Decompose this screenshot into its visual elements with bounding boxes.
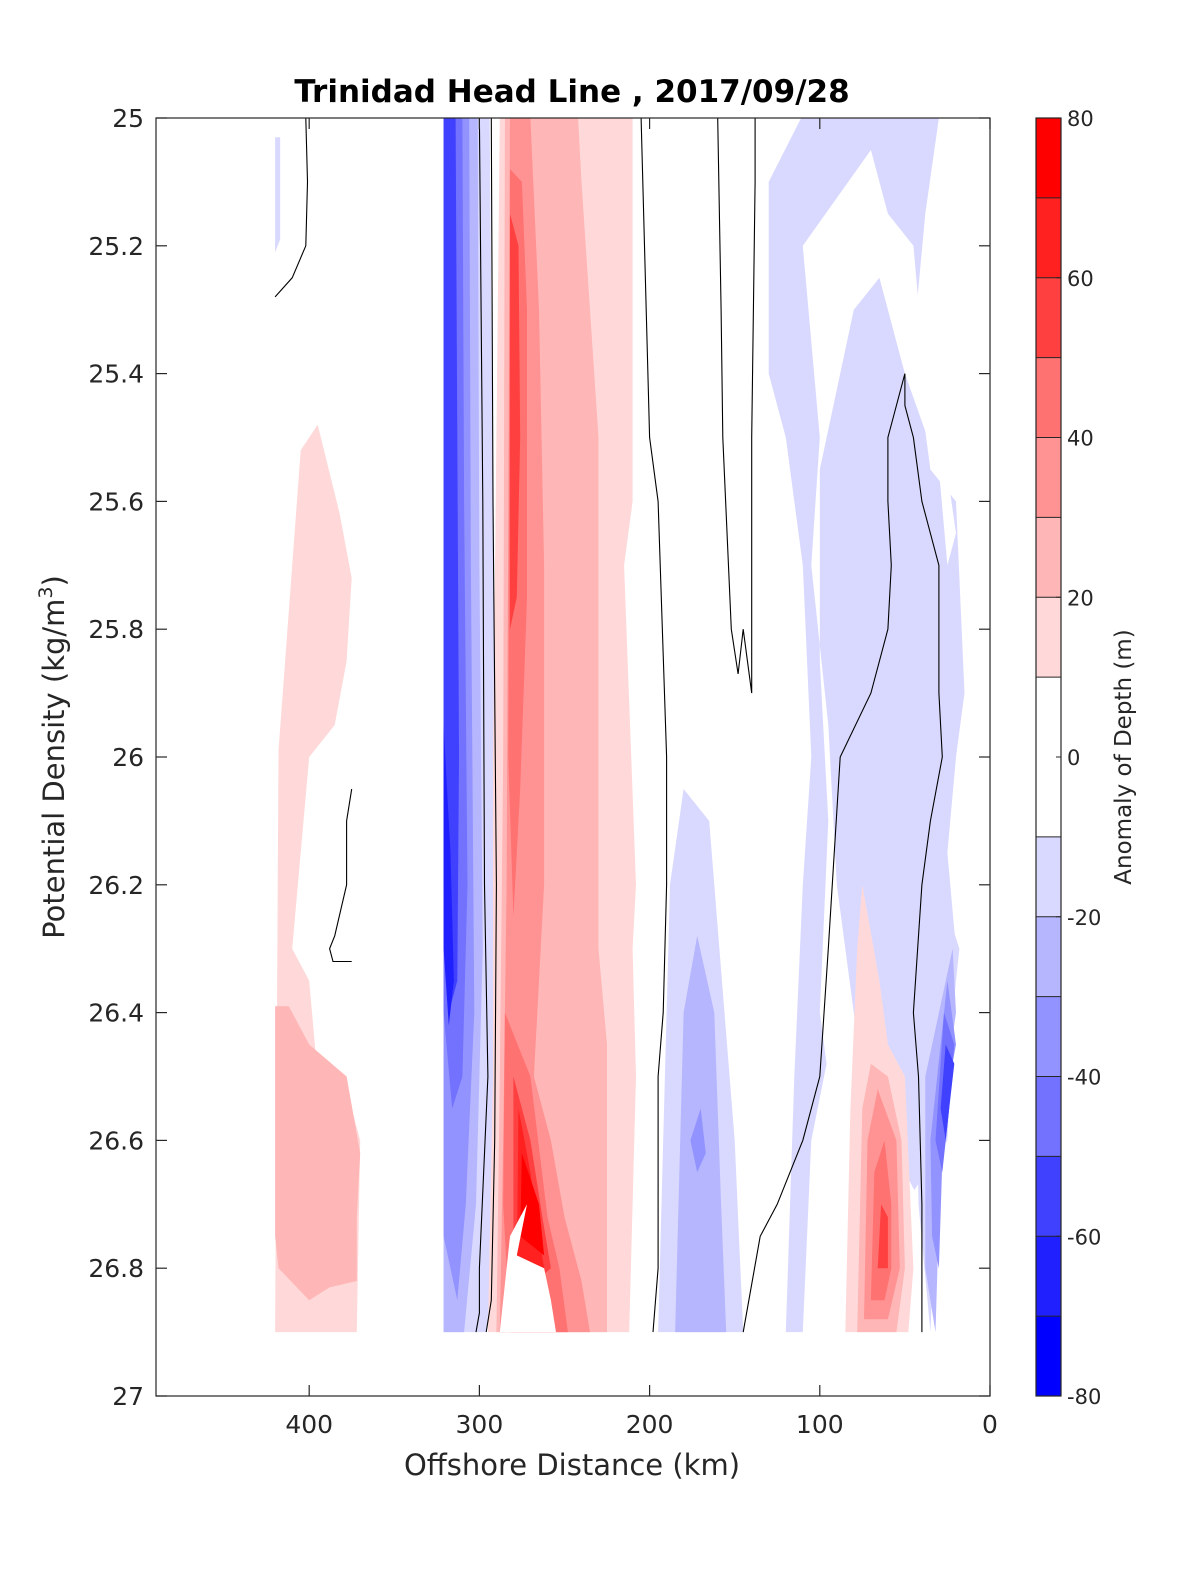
x-tick-label: 0 (982, 1410, 998, 1439)
contour-region-23 (802, 150, 956, 1333)
filled-contour-regions (275, 118, 965, 1333)
colorbar-band (1036, 357, 1061, 438)
contour-region-1 (275, 1006, 361, 1301)
y-tick-label: 26.8 (88, 1254, 144, 1283)
contour-region-2 (275, 137, 281, 253)
colorbar-band (1036, 197, 1061, 278)
contour-line-3 (485, 117, 497, 1333)
colorbar-tick-label: 20 (1067, 586, 1094, 610)
x-tick-label: 100 (796, 1410, 844, 1439)
x-tick-label: 300 (456, 1410, 504, 1439)
colorbar-band (1036, 996, 1061, 1077)
colorbar-tick-label: 80 (1067, 107, 1094, 131)
y-tick-label: 26.6 (88, 1126, 144, 1155)
y-tick-label: 25 (112, 104, 144, 133)
colorbar-band (1036, 118, 1061, 198)
y-tick-label: 25.2 (88, 232, 144, 261)
contour-region-14 (510, 213, 521, 630)
y-tick-label: 26.2 (88, 871, 144, 900)
colorbar-tick-label: -40 (1067, 1066, 1101, 1090)
zero-contour-lines (274, 117, 943, 1333)
colorbar-band (1036, 1316, 1061, 1396)
colorbar-tick-label: 40 (1067, 427, 1094, 451)
colorbar-frame (1035, 117, 1062, 1397)
y-tick-label: 25.8 (88, 615, 144, 644)
colorbar-band (1036, 1156, 1061, 1237)
contour-line-5 (717, 117, 756, 694)
colorbar-tick-label: -20 (1067, 906, 1101, 930)
colorbar-tick-label: -80 (1067, 1385, 1101, 1409)
contour-region-17 (520, 1153, 545, 1256)
contour-line-4 (640, 117, 668, 1333)
y-tick-label: 25.6 (88, 487, 144, 516)
colorbar-ticks: 80 60 40 20 0 -20 -40 -60 -80 (1036, 107, 1101, 1409)
colorbar-tick-label: 0 (1067, 746, 1080, 770)
colorbar-tick-label: -60 (1067, 1225, 1101, 1249)
contour-region-33 (877, 1204, 888, 1269)
plot-frame (155, 117, 991, 1397)
colorbar-band (1036, 916, 1061, 997)
colorbar: 80 60 40 20 0 -20 -40 -60 -80 (1035, 107, 1101, 1409)
colorbar-band (1036, 836, 1061, 917)
y-tick-label: 25.4 (88, 360, 144, 389)
contour-line-1 (329, 788, 353, 963)
colorbar-bands (1036, 118, 1061, 1396)
y-tick-label: 27 (112, 1382, 144, 1411)
colorbar-band (1036, 437, 1061, 518)
contour-region-7 (443, 118, 459, 1013)
colorbar-band (1036, 1076, 1061, 1157)
colorbar-band (1036, 1236, 1061, 1317)
y-axis-label-superscript: 3 (35, 586, 57, 598)
colorbar-label: Anomaly of Depth (m) (1111, 629, 1137, 884)
contour-line-6 (742, 373, 943, 1333)
contour-region-8 (443, 725, 454, 1026)
y-tick-labels: 25 25.2 25.4 25.6 25.8 26 26.2 26.4 26.6 26.8 27 (88, 104, 144, 1411)
plot-area (155, 117, 991, 1397)
x-tick-labels: 400 300 200 100 0 (285, 1410, 998, 1439)
colorbar-band (1036, 277, 1061, 358)
y-tick-label: 26.4 (88, 999, 144, 1028)
colorbar-band (1036, 517, 1061, 598)
contour-region-28 (940, 1044, 955, 1141)
chart-title: Trinidad Head Line , 2017/09/28 (294, 74, 849, 110)
x-tick-label: 200 (626, 1410, 674, 1439)
contour-line-0 (274, 117, 309, 298)
contour-region-21 (690, 1108, 706, 1173)
contour-region-18 (499, 1204, 556, 1333)
x-axis-label: Offshore Distance (km) (404, 1448, 740, 1482)
y-axis-label: Potential Density (kg/m3) (35, 575, 71, 939)
contour-line-2 (475, 117, 489, 1333)
y-axis-label-close: ) (37, 575, 71, 586)
colorbar-band (1036, 597, 1061, 678)
y-axis-label-main: Potential Density (kg/m (37, 599, 71, 939)
x-tick-label: 400 (285, 1410, 333, 1439)
y-tick-label: 26 (112, 743, 144, 772)
colorbar-tick-label: 60 (1067, 267, 1094, 291)
